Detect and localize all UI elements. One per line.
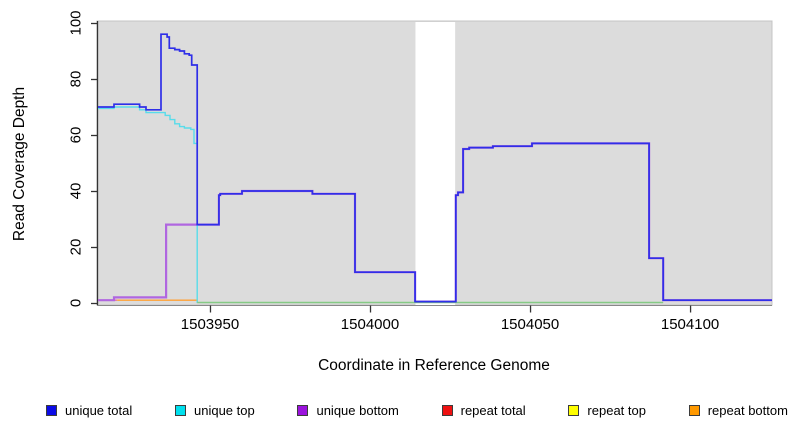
- x-axis-title: Coordinate in Reference Genome: [318, 357, 550, 374]
- y-tick-label: 20: [67, 238, 85, 256]
- y-tick-label: 0: [67, 298, 85, 308]
- legend-swatch-icon: [441, 404, 453, 416]
- legend-swatch-icon: [297, 404, 309, 416]
- legend-label: repeat top: [587, 402, 646, 418]
- legend-item-unique-total: unique total: [46, 403, 132, 418]
- legend-item-repeat-bottom: repeat bottom: [688, 402, 788, 418]
- legend-item-repeat-top: repeat top: [568, 403, 646, 418]
- legend-swatch-icon: [46, 404, 57, 416]
- y-tick-label: 100: [67, 10, 85, 36]
- legend-item-repeat-total: repeat total: [441, 402, 526, 418]
- y-tick-label: 60: [67, 126, 85, 144]
- x-tick-label: 1503950: [180, 316, 240, 333]
- legend-label: repeat total: [460, 402, 526, 418]
- legend-swatch-icon: [568, 404, 580, 416]
- series-unique-total: [98, 33, 772, 303]
- legend-label: unique bottom: [316, 402, 399, 418]
- y-tick-label: 40: [67, 182, 85, 200]
- y-axis-title: Read Coverage Depth: [11, 86, 28, 242]
- masked-region: [415, 22, 456, 305]
- x-tick-label: 1504000: [340, 316, 400, 333]
- x-tick-label: 1504050: [500, 316, 560, 333]
- x-tick-label: 1504100: [660, 316, 720, 333]
- legend-label: repeat bottom: [707, 402, 788, 418]
- y-tick-label: 80: [67, 70, 85, 88]
- legend-swatch-icon: [688, 404, 700, 416]
- legend-item-unique-bottom: unique bottom: [297, 402, 399, 418]
- legend-item-unique-top: unique top: [174, 402, 255, 418]
- legend-swatch-icon: [174, 404, 186, 416]
- legend: unique total unique top unique bottom repea…: [46, 399, 788, 421]
- legend-label: unique total: [65, 402, 133, 418]
- series-unique-top: [98, 106, 198, 303]
- legend-label: unique top: [193, 402, 255, 418]
